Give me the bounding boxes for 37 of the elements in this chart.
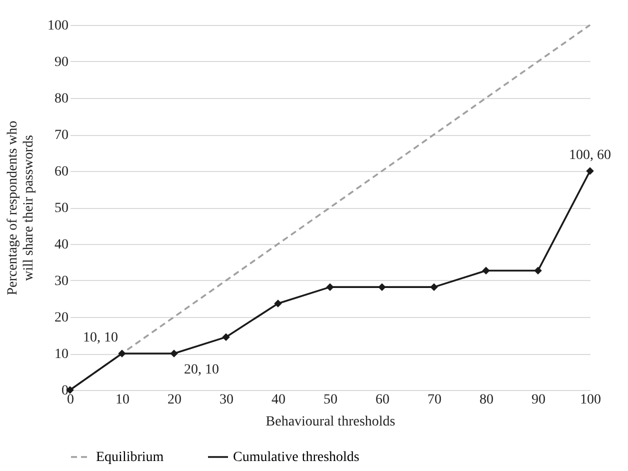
y-tick-label: 20 (54, 310, 68, 326)
x-tick-label: 100 (580, 392, 601, 408)
y-tick-label: 90 (54, 55, 68, 70)
point (378, 283, 386, 291)
point (430, 283, 438, 291)
y-tick-label: 80 (54, 92, 68, 106)
y-tick-label: 50 (54, 201, 68, 216)
point (222, 333, 230, 341)
x-tick-label: 40 (272, 392, 286, 408)
y-tick-label: 40 (54, 238, 68, 252)
y-tick-label: 10 (54, 347, 68, 362)
annotation: 10, 10 (83, 330, 118, 346)
x-tick-label: 50 (324, 392, 338, 408)
x-tick-label: 70 (428, 392, 442, 408)
x-tick-label: 30 (220, 392, 234, 408)
legend-label: Cumulative thresholds (233, 450, 360, 465)
legend-label: Equilibrium (96, 450, 164, 465)
x-tick-label: 80 (480, 392, 494, 408)
x-tick-label: 60 (376, 392, 390, 408)
x-tick-label: 20 (168, 392, 182, 408)
y-tick-label: 30 (54, 274, 68, 289)
y-tick-label: 70 (54, 128, 68, 143)
annotation: 100, 60 (569, 148, 611, 163)
x-tick-label: 10 (116, 392, 130, 408)
annotation: 20, 10 (184, 362, 219, 378)
point (170, 350, 178, 358)
point (274, 300, 282, 308)
y-axis-title: Percentage of respondents who will share their passwords (6, 120, 36, 296)
y-tick-label: 100 (48, 18, 68, 34)
x-tick-label: 90 (532, 392, 546, 408)
point (482, 266, 490, 275)
point (118, 350, 126, 358)
point (326, 283, 334, 291)
point (534, 266, 542, 275)
y-tick-label: 60 (54, 164, 68, 180)
x-axis-title: Behavioural thresholds (266, 414, 396, 430)
point (586, 167, 594, 175)
